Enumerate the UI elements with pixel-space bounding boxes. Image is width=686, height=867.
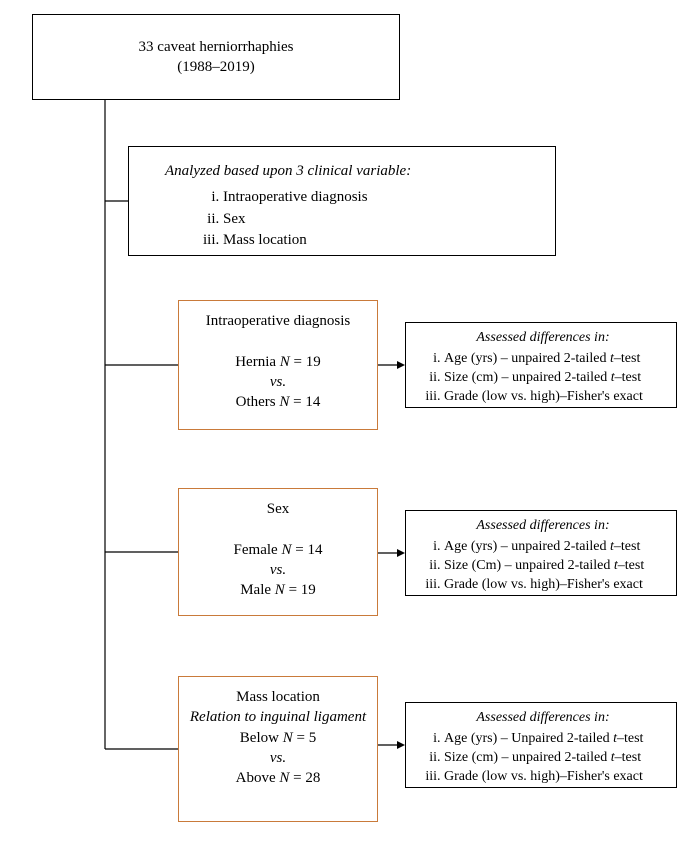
group-line: Female N = 14: [187, 540, 369, 560]
assessed-box-0: Assessed differences in: Age (yrs) – unpa…: [405, 322, 677, 408]
group-line: Above N = 28: [187, 768, 369, 788]
group-line: Hernia N = 19: [187, 352, 369, 372]
group-line: Below N = 5: [187, 728, 369, 748]
branch-title: Intraoperative diagnosis: [187, 311, 369, 331]
criteria-item: Intraoperative diagnosis: [223, 187, 535, 209]
top-line2: (1988–2019): [33, 57, 399, 77]
assessed-item: Age (yrs) – Unpaired 2-tailed t–test: [444, 730, 670, 749]
group-line: Male N = 19: [187, 580, 369, 600]
assessed-list: Age (yrs) – unpaired 2-tailed t–testSize…: [416, 350, 670, 407]
criteria-box: Analyzed based upon 3 clinical variable:…: [128, 146, 556, 256]
top-box: 33 caveat herniorrhaphies (1988–2019): [32, 14, 400, 100]
assessed-item: Size (cm) – unpaired 2-tailed t–test: [444, 749, 670, 768]
assessed-item: Grade (low vs. high)–Fisher's exact: [444, 768, 670, 787]
branch-box-masslocation: Mass locationRelation to inguinal ligame…: [178, 676, 378, 822]
group-line: Others N = 14: [187, 392, 369, 412]
assessed-box-1: Assessed differences in: Age (yrs) – unpa…: [405, 510, 677, 596]
vs-label: vs.: [187, 748, 369, 768]
assessed-item: Size (cm) – unpaired 2-tailed t–test: [444, 369, 670, 388]
assessed-item: Grade (low vs. high)–Fisher's exact: [444, 576, 670, 595]
branch-box-intraop: Intraoperative diagnosis Hernia N = 19vs…: [178, 300, 378, 430]
assessed-item: Age (yrs) – unpaired 2-tailed t–test: [444, 350, 670, 369]
assessed-item: Grade (low vs. high)–Fisher's exact: [444, 388, 670, 407]
criteria-list: Intraoperative diagnosisSexMass location: [165, 187, 535, 252]
vs-label: vs.: [187, 560, 369, 580]
assessed-heading: Assessed differences in:: [416, 329, 670, 348]
branch-subtitle: Relation to inguinal ligament: [187, 707, 369, 727]
assessed-box-2: Assessed differences in: Age (yrs) – Unpa…: [405, 702, 677, 788]
branch-title: Sex: [187, 499, 369, 519]
assessed-list: Age (yrs) – unpaired 2-tailed t–testSize…: [416, 538, 670, 595]
assessed-list: Age (yrs) – Unpaired 2-tailed t–testSize…: [416, 730, 670, 787]
assessed-heading: Assessed differences in:: [416, 517, 670, 536]
assessed-heading: Assessed differences in:: [416, 709, 670, 728]
criteria-item: Sex: [223, 209, 535, 231]
assessed-item: Size (Cm) – unpaired 2-tailed t–test: [444, 557, 670, 576]
criteria-heading: Analyzed based upon 3 clinical variable:: [165, 161, 535, 183]
branch-box-sex: Sex Female N = 14vs.Male N = 19: [178, 488, 378, 616]
vs-label: vs.: [187, 372, 369, 392]
assessed-item: Age (yrs) – unpaired 2-tailed t–test: [444, 538, 670, 557]
branch-title: Mass location: [187, 687, 369, 707]
criteria-item: Mass location: [223, 230, 535, 252]
top-line1: 33 caveat herniorrhaphies: [33, 37, 399, 57]
